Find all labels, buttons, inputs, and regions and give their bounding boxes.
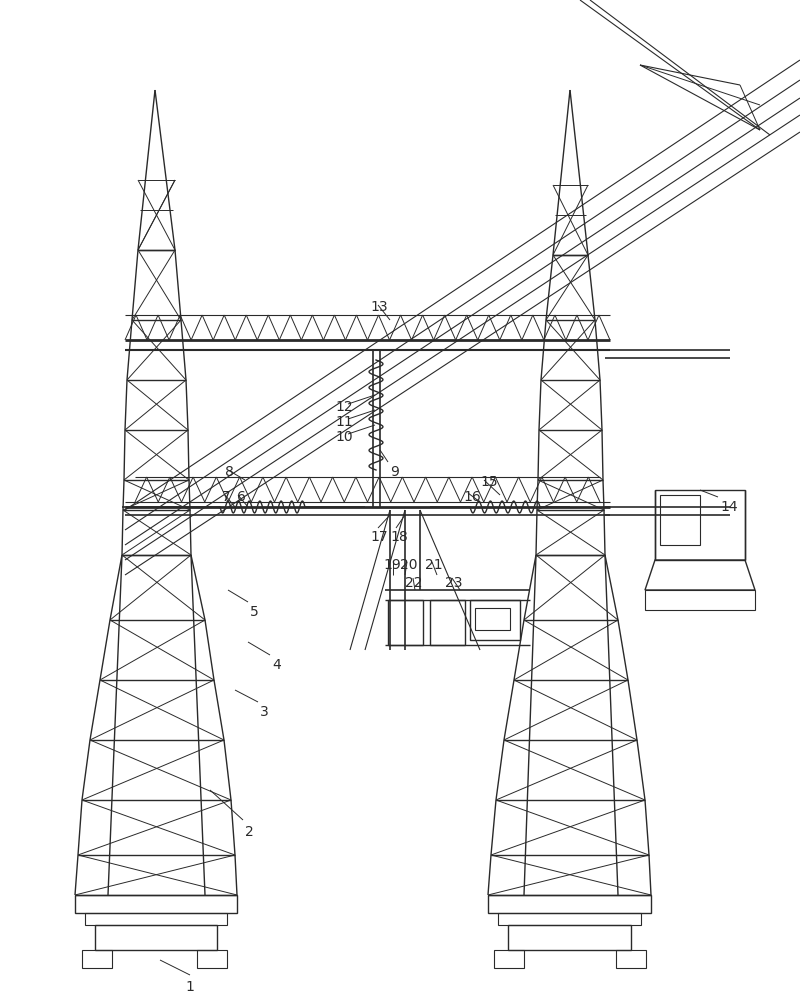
Text: 2: 2: [245, 825, 254, 839]
Text: 11: 11: [335, 415, 353, 429]
Text: 3: 3: [260, 705, 269, 719]
Text: 21: 21: [425, 558, 442, 572]
Text: 18: 18: [390, 530, 408, 544]
Bar: [95, 925, 217, 950]
Text: 22: 22: [405, 576, 422, 590]
Bar: [508, 925, 631, 950]
Text: 15: 15: [480, 475, 498, 489]
Text: 12: 12: [335, 400, 353, 414]
Bar: [75, 895, 237, 913]
Text: 7: 7: [222, 490, 230, 504]
Text: 4: 4: [272, 658, 281, 672]
Text: 1: 1: [185, 980, 194, 994]
Bar: [82, 950, 112, 968]
Text: 8: 8: [225, 465, 234, 479]
Bar: [85, 913, 227, 925]
Text: 9: 9: [390, 465, 399, 479]
Bar: [430, 600, 465, 645]
Bar: [645, 590, 755, 610]
Bar: [494, 950, 524, 968]
Text: 10: 10: [335, 430, 353, 444]
Text: 16: 16: [463, 490, 481, 504]
Text: 14: 14: [720, 500, 738, 514]
Bar: [475, 608, 510, 630]
Bar: [470, 600, 520, 640]
Text: 13: 13: [370, 300, 388, 314]
Bar: [616, 950, 646, 968]
Text: 20: 20: [400, 558, 418, 572]
Bar: [488, 895, 651, 913]
Text: 23: 23: [445, 576, 462, 590]
Text: 17: 17: [370, 530, 388, 544]
Text: 6: 6: [237, 490, 246, 504]
Text: 19: 19: [383, 558, 401, 572]
Bar: [197, 950, 227, 968]
Bar: [498, 913, 641, 925]
Bar: [655, 490, 745, 560]
Bar: [388, 600, 423, 645]
Bar: [660, 495, 700, 545]
Text: 5: 5: [250, 605, 258, 619]
